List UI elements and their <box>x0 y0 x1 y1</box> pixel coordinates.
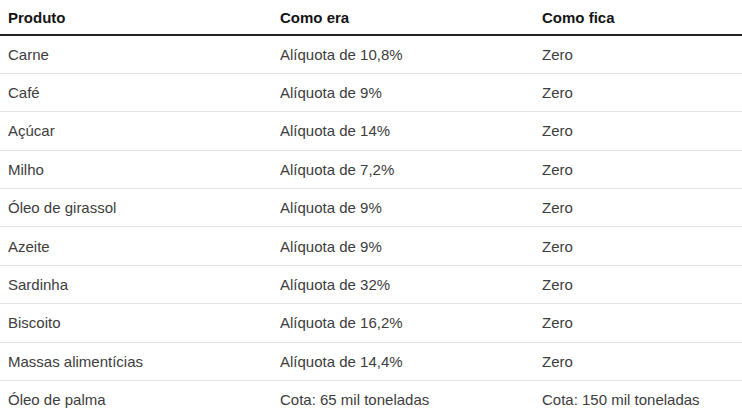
cell-como-fica: Zero <box>534 342 742 380</box>
table-row: Óleo de palmaCota: 65 mil toneladasCota:… <box>0 381 742 419</box>
cell-produto: Milho <box>0 150 272 188</box>
tax-rates-table: Produto Como era Como fica CarneAlíquota… <box>0 0 742 419</box>
cell-como-fica: Zero <box>534 112 742 150</box>
cell-como-era: Alíquota de 10,8% <box>272 35 534 73</box>
cell-como-era: Cota: 65 mil toneladas <box>272 381 534 419</box>
cell-produto: Sardinha <box>0 265 272 303</box>
cell-como-fica: Zero <box>534 73 742 111</box>
cell-como-era: Alíquota de 32% <box>272 265 534 303</box>
cell-como-era: Alíquota de 9% <box>272 227 534 265</box>
cell-como-fica: Zero <box>534 189 742 227</box>
cell-como-fica: Zero <box>534 227 742 265</box>
cell-como-fica: Zero <box>534 265 742 303</box>
cell-como-fica: Cota: 150 mil toneladas <box>534 381 742 419</box>
cell-como-era: Alíquota de 14,4% <box>272 342 534 380</box>
column-header-produto: Produto <box>0 0 272 35</box>
cell-produto: Azeite <box>0 227 272 265</box>
header-row: Produto Como era Como fica <box>0 0 742 35</box>
cell-produto: Carne <box>0 35 272 73</box>
table-row: SardinhaAlíquota de 32%Zero <box>0 265 742 303</box>
cell-produto: Café <box>0 73 272 111</box>
cell-produto: Massas alimentícias <box>0 342 272 380</box>
table-row: Massas alimentíciasAlíquota de 14,4%Zero <box>0 342 742 380</box>
cell-como-era: Alíquota de 16,2% <box>272 304 534 342</box>
cell-como-era: Alíquota de 7,2% <box>272 150 534 188</box>
table-row: CaféAlíquota de 9%Zero <box>0 73 742 111</box>
cell-como-fica: Zero <box>534 35 742 73</box>
table-row: Óleo de girassolAlíquota de 9%Zero <box>0 189 742 227</box>
cell-como-fica: Zero <box>534 304 742 342</box>
table-row: MilhoAlíquota de 7,2%Zero <box>0 150 742 188</box>
cell-como-era: Alíquota de 9% <box>272 189 534 227</box>
table-row: AzeiteAlíquota de 9%Zero <box>0 227 742 265</box>
page: Produto Como era Como fica CarneAlíquota… <box>0 0 742 419</box>
cell-produto: Açúcar <box>0 112 272 150</box>
cell-produto: Biscoito <box>0 304 272 342</box>
column-header-como-fica: Como fica <box>534 0 742 35</box>
cell-como-era: Alíquota de 9% <box>272 73 534 111</box>
cell-produto: Óleo de girassol <box>0 189 272 227</box>
cell-produto: Óleo de palma <box>0 381 272 419</box>
table-row: CarneAlíquota de 10,8%Zero <box>0 35 742 73</box>
cell-como-era: Alíquota de 14% <box>272 112 534 150</box>
column-header-como-era: Como era <box>272 0 534 35</box>
cell-como-fica: Zero <box>534 150 742 188</box>
table-body: CarneAlíquota de 10,8%ZeroCaféAlíquota d… <box>0 35 742 419</box>
table-header: Produto Como era Como fica <box>0 0 742 35</box>
table-row: AçúcarAlíquota de 14%Zero <box>0 112 742 150</box>
table-row: BiscoitoAlíquota de 16,2%Zero <box>0 304 742 342</box>
